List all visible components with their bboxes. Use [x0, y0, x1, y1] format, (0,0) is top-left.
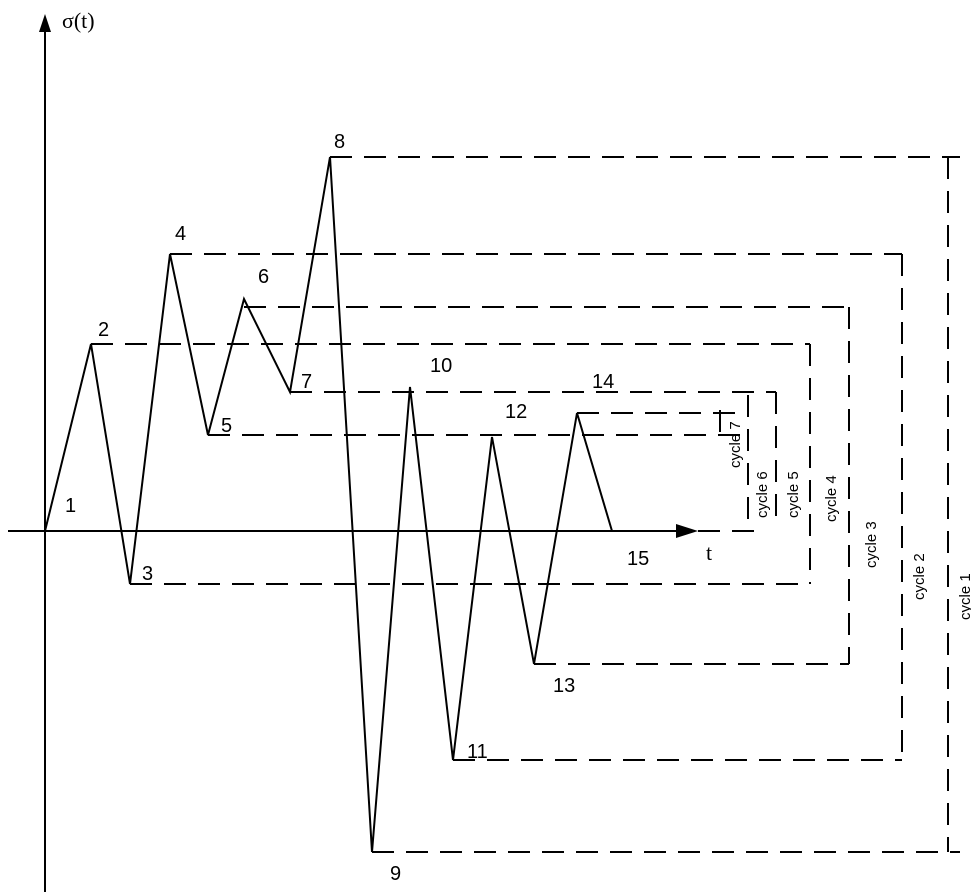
point-label-1: 1 — [65, 495, 76, 517]
point-label-4: 4 — [175, 223, 186, 245]
point-label-11: 11 — [467, 741, 488, 763]
x-axis-arrow — [676, 524, 698, 538]
cycle-boxes — [91, 156, 960, 853]
point-label-6: 6 — [258, 266, 269, 288]
cycle-label-2: cycle 2 — [911, 553, 928, 600]
point-label-12: 12 — [505, 401, 527, 423]
y-axis-arrow — [39, 14, 51, 32]
x-axis-label: t — [706, 540, 712, 565]
point-labels: 1 2 3 4 5 6 7 8 9 10 11 12 13 14 15 — [65, 131, 649, 885]
stress-history-line — [44, 156, 613, 853]
point-label-7: 7 — [301, 371, 312, 393]
point-label-13: 13 — [553, 675, 575, 697]
cycle-label-6: cycle 6 — [754, 471, 771, 518]
point-label-14: 14 — [592, 371, 614, 393]
point-label-15: 15 — [627, 548, 649, 570]
cycle-label-3: cycle 3 — [863, 521, 880, 568]
point-label-3: 3 — [142, 563, 153, 585]
cycle-labels: cycle 7 cycle 6 cycle 5 cycle 4 cycle 3 … — [727, 421, 971, 620]
point-label-10: 10 — [430, 355, 452, 377]
y-axis-label: σ(t) — [62, 8, 95, 33]
cycle-label-5: cycle 5 — [785, 471, 802, 518]
point-label-9: 9 — [390, 863, 401, 885]
axes: σ(t) t — [8, 8, 760, 892]
point-label-8: 8 — [334, 131, 345, 153]
cycle-label-7: cycle 7 — [727, 421, 744, 468]
cycle-label-4: cycle 4 — [823, 475, 840, 522]
cycle-label-1: cycle 1 — [957, 573, 971, 620]
point-label-2: 2 — [98, 319, 109, 341]
point-label-5: 5 — [221, 415, 232, 437]
